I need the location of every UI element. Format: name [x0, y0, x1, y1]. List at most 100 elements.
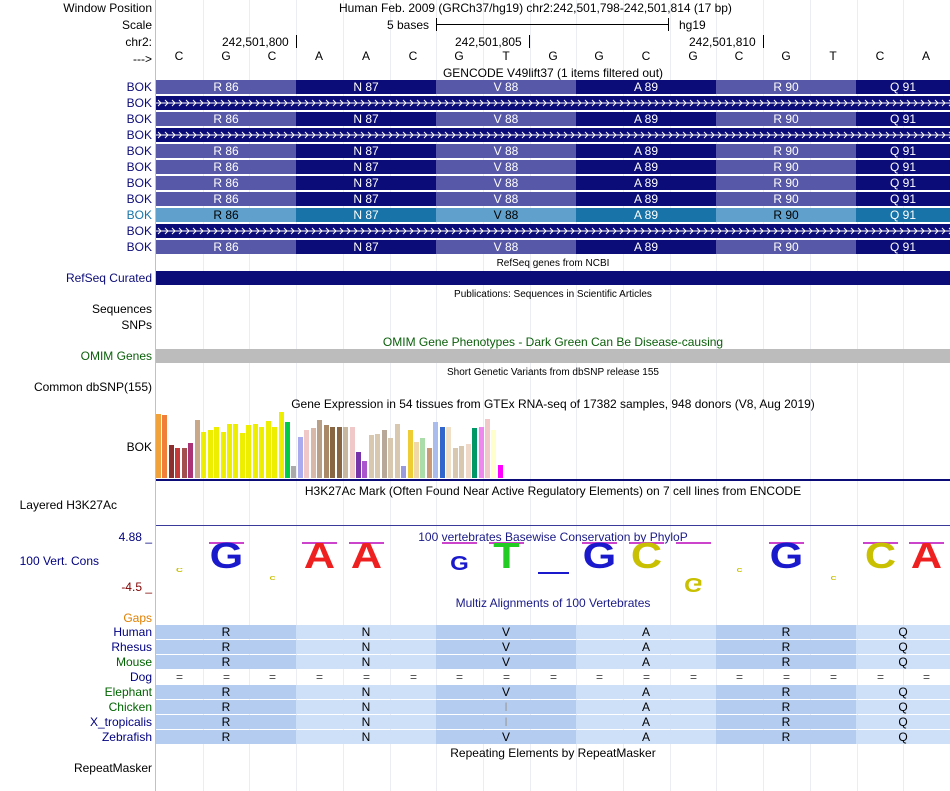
gtex-tissue-bar[interactable] — [498, 465, 503, 478]
gtex-tissue-bar[interactable] — [266, 421, 271, 478]
gencode-row-label[interactable]: BOK — [126, 128, 152, 142]
gencode-row-label[interactable]: BOK — [126, 160, 152, 174]
gtex-tissue-bar[interactable] — [221, 432, 226, 478]
alignment-residue[interactable]: Q — [856, 655, 950, 669]
gtex-tissue-bar[interactable] — [291, 466, 296, 478]
codon-block[interactable]: R 90 — [716, 240, 856, 254]
alignment-residue[interactable]: R — [716, 700, 856, 714]
codon-block[interactable]: R 86 — [156, 240, 296, 254]
gtex-tissue-bar[interactable] — [453, 448, 458, 478]
gencode-intron[interactable] — [156, 96, 950, 110]
gtex-tissue-bar[interactable] — [485, 419, 490, 478]
alignment-residue[interactable]: R — [716, 685, 856, 699]
gtex-tissue-bar[interactable] — [356, 452, 361, 478]
gtex-tissue-bar[interactable] — [233, 424, 238, 478]
gtex-bar-chart[interactable] — [156, 412, 950, 478]
gtex-tissue-bar[interactable] — [362, 461, 367, 478]
codon-block[interactable]: A 89 — [576, 240, 716, 254]
gtex-tissue-bar[interactable] — [311, 428, 316, 478]
gencode-row-label[interactable]: BOK — [126, 80, 152, 94]
codon-block[interactable]: A 89 — [576, 176, 716, 190]
alignment-residue[interactable]: Q — [856, 640, 950, 654]
gtex-tissue-bar[interactable] — [388, 438, 393, 478]
codon-block[interactable]: A 89 — [576, 112, 716, 126]
codon-block[interactable]: R 86 — [156, 176, 296, 190]
gtex-track-label[interactable]: BOK — [126, 440, 152, 454]
gtex-tissue-bar[interactable] — [246, 425, 251, 478]
codon-block[interactable]: R 86 — [156, 112, 296, 126]
gtex-tissue-bar[interactable] — [466, 444, 471, 478]
gtex-tissue-bar[interactable] — [395, 424, 400, 478]
codon-block[interactable]: Q 91 — [856, 176, 950, 190]
gtex-tissue-bar[interactable] — [214, 427, 219, 478]
codon-block[interactable]: A 89 — [576, 144, 716, 158]
gtex-tissue-bar[interactable] — [195, 420, 200, 478]
gtex-tissue-bar[interactable] — [330, 427, 335, 478]
alignment-residue[interactable]: Q — [856, 625, 950, 639]
gtex-tissue-bar[interactable] — [240, 433, 245, 478]
alignment-residue[interactable]: Q — [856, 715, 950, 729]
codon-block[interactable]: Q 91 — [856, 80, 950, 94]
gencode-row-label[interactable]: BOK — [126, 192, 152, 206]
codon-block[interactable]: N 87 — [296, 160, 436, 174]
gtex-tissue-bar[interactable] — [446, 427, 451, 478]
codon-block[interactable]: N 87 — [296, 144, 436, 158]
gtex-tissue-bar[interactable] — [479, 427, 484, 478]
gtex-tissue-bar[interactable] — [401, 466, 406, 478]
gtex-tissue-bar[interactable] — [375, 434, 380, 478]
alignment-residue[interactable]: A — [576, 715, 716, 729]
gtex-tissue-bar[interactable] — [459, 446, 464, 478]
codon-block[interactable]: R 86 — [156, 144, 296, 158]
species-label[interactable]: Human — [113, 625, 152, 639]
gtex-tissue-bar[interactable] — [304, 430, 309, 478]
codon-block[interactable]: V 88 — [436, 144, 576, 158]
gtex-tissue-bar[interactable] — [472, 428, 477, 478]
codon-block[interactable]: V 88 — [436, 240, 576, 254]
codon-block[interactable]: V 88 — [436, 208, 576, 222]
alignment-residue[interactable]: A — [576, 655, 716, 669]
alignment-residue[interactable]: I — [436, 715, 576, 729]
species-label[interactable]: Rhesus — [111, 640, 152, 654]
alignment-residue[interactable]: R — [716, 640, 856, 654]
species-label[interactable]: Zebrafish — [101, 730, 152, 744]
codon-block[interactable]: V 88 — [436, 176, 576, 190]
gtex-tissue-bar[interactable] — [208, 430, 213, 478]
gtex-tissue-bar[interactable] — [162, 415, 167, 478]
gencode-row-label[interactable]: BOK — [126, 96, 152, 110]
alignment-residue[interactable]: N — [296, 715, 436, 729]
codon-block[interactable]: R 86 — [156, 160, 296, 174]
codon-block[interactable]: R 90 — [716, 192, 856, 206]
gtex-tissue-bar[interactable] — [175, 448, 180, 478]
codon-block[interactable]: A 89 — [576, 160, 716, 174]
gtex-tissue-bar[interactable] — [272, 427, 277, 478]
alignment-residue[interactable]: R — [156, 655, 296, 669]
gtex-tissue-bar[interactable] — [169, 445, 174, 478]
codon-block[interactable]: R 90 — [716, 80, 856, 94]
snps-track-label[interactable]: SNPs — [121, 318, 152, 332]
alignment-residue[interactable]: Q — [856, 700, 950, 714]
species-label[interactable]: Dog — [129, 670, 152, 684]
codon-block[interactable]: A 89 — [576, 192, 716, 206]
gtex-tissue-bar[interactable] — [227, 424, 232, 478]
codon-block[interactable]: N 87 — [296, 176, 436, 190]
alignment-residue[interactable]: N — [296, 655, 436, 669]
gencode-intron[interactable] — [156, 224, 950, 238]
alignment-residue[interactable]: R — [156, 700, 296, 714]
gtex-tissue-bar[interactable] — [324, 425, 329, 478]
codon-block[interactable]: N 87 — [296, 192, 436, 206]
alignment-residue[interactable]: R — [156, 685, 296, 699]
gtex-tissue-bar[interactable] — [279, 412, 284, 478]
gtex-tissue-bar[interactable] — [382, 430, 387, 478]
sequences-track-label[interactable]: Sequences — [91, 302, 152, 316]
codon-block[interactable]: Q 91 — [856, 240, 950, 254]
repeatmasker-track-label[interactable]: RepeatMasker — [73, 761, 152, 775]
alignment-residue[interactable]: V — [436, 625, 576, 639]
alignment-residue[interactable]: R — [156, 715, 296, 729]
alignment-residue[interactable]: V — [436, 655, 576, 669]
gtex-tissue-bar[interactable] — [414, 442, 419, 478]
codon-block[interactable]: V 88 — [436, 160, 576, 174]
alignment-residue[interactable]: A — [576, 625, 716, 639]
gtex-tissue-bar[interactable] — [440, 427, 445, 478]
gtex-tissue-bar[interactable] — [201, 432, 206, 478]
gtex-tissue-bar[interactable] — [253, 424, 258, 478]
